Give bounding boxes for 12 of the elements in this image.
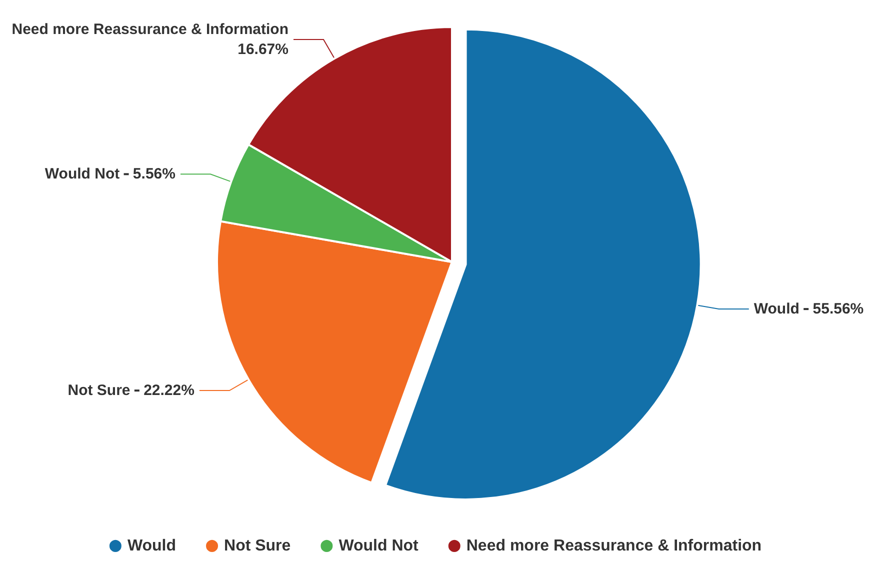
- slice-label: Would Not: [44, 166, 120, 183]
- data-label: 22.22%: [144, 382, 194, 400]
- slice-label: Not Sure: [68, 382, 130, 400]
- legend-label: Not Sure: [224, 538, 291, 554]
- data-label: 5.56%: [132, 166, 176, 183]
- legend-label: Need more Reassurance & Information: [466, 538, 762, 554]
- data-label: 55.56%: [812, 300, 864, 318]
- legend-label: Would: [127, 538, 176, 554]
- slice-label: Need more Reassurance & Information: [12, 20, 288, 38]
- data-label: 16.67%: [238, 40, 288, 58]
- legend-label: Would Not: [338, 538, 420, 554]
- slice-label: Would: [754, 300, 800, 318]
